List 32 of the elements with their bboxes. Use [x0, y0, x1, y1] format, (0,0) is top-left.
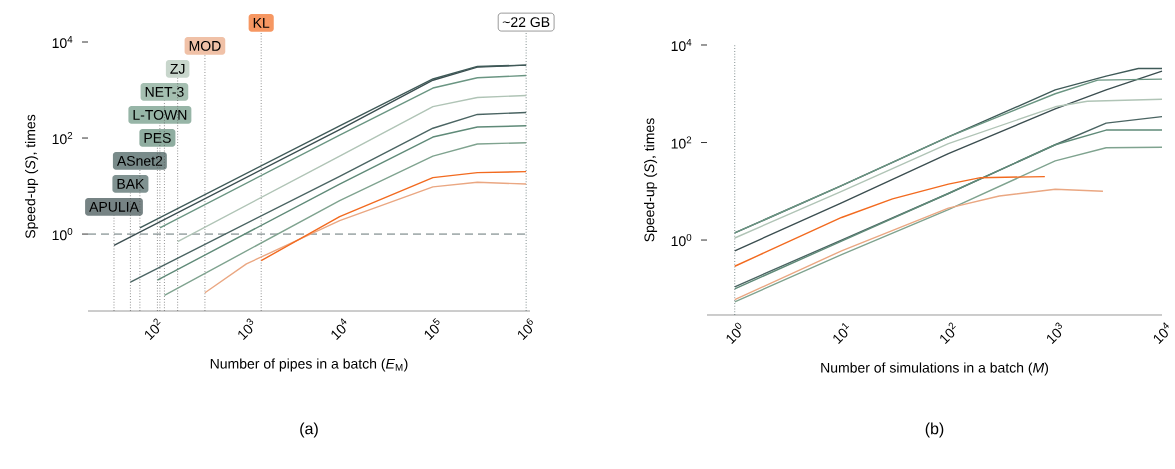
x-tick-label: 10$^{4}$: [331, 318, 347, 341]
text: (a): [300, 422, 318, 438]
ref-line-label: APULIA: [89, 202, 139, 212]
x-tick-label: 10$^{5}$: [424, 318, 440, 341]
x-tick-label: 10$^{3}$: [1047, 322, 1062, 345]
x-axis-title: Number of pipes in a batch (E$_{M}$): [210, 358, 408, 372]
ref-line-label: KL: [253, 18, 270, 28]
x-tick-label: 10$^{3}$: [238, 318, 254, 341]
y-tick-label: 10$^{2}$: [671, 136, 692, 149]
x-tick-label: 10$^{2}$: [940, 322, 956, 345]
ref-line-label: NET-3: [145, 86, 184, 97]
ref-line-label: PES: [144, 132, 171, 143]
y-tick-label: 10$^{4}$: [52, 35, 73, 49]
ref-line-label: ZJ: [170, 64, 185, 74]
x-tick-label: 10$^{0}$: [726, 322, 742, 345]
y-axis-title: Speed-up (S), times: [25, 114, 39, 239]
x-tick-label: 10$^{1}$: [833, 322, 849, 345]
x-axis-title: Number of simulations in a batch (M): [821, 362, 1049, 376]
ref-line-label: ~22 GB: [502, 17, 550, 28]
ref-line-label: L-TOWN: [133, 109, 187, 120]
ref-line-label: BAK: [117, 179, 145, 189]
y-tick-label: 10$^{0}$: [671, 233, 692, 247]
x-tick-label: 10$^{2}$: [145, 318, 161, 341]
text: (b): [925, 422, 944, 438]
ref-line-label: ASnet2: [116, 155, 163, 166]
y-tick-label: 10$^{2}$: [52, 131, 73, 145]
x-tick-label: 10$^{6}$: [518, 318, 533, 341]
x-tick-label: 10$^{4}$: [1153, 322, 1169, 345]
y-tick-label: 10$^{0}$: [52, 227, 73, 241]
ref-line-label: MOD: [189, 40, 221, 51]
y-axis-title: Speed-up (S), times: [644, 118, 658, 242]
y-tick-label: 10$^{4}$: [671, 38, 692, 52]
